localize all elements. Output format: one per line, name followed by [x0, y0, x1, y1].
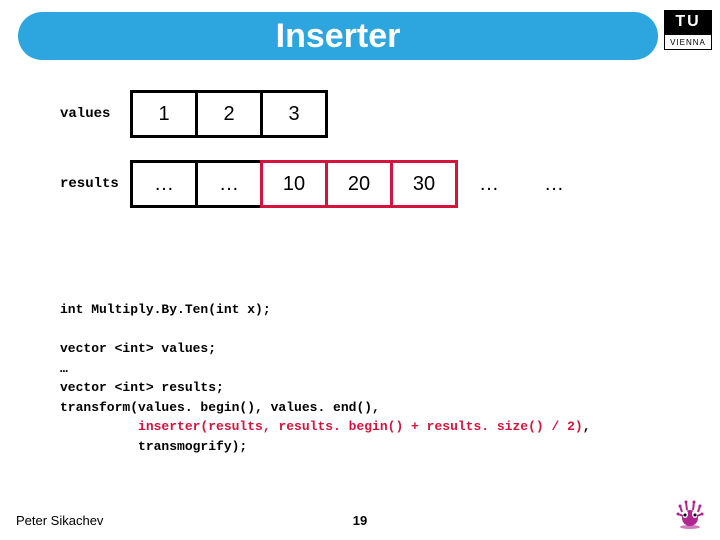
slide-header: Inserter [18, 12, 658, 60]
code-line: vector <int> results; [60, 380, 224, 395]
values-cell: 1 [130, 90, 198, 138]
code-block: int Multiply.By.Ten(int x); vector <int>… [60, 300, 680, 456]
results-cells: … … 10 20 30 … … [130, 160, 588, 208]
code-highlight: inserter(results, results. begin() + res… [138, 419, 583, 434]
results-cell: … [130, 160, 198, 208]
values-cells: 1 2 3 [130, 90, 328, 138]
code-tail: , [583, 419, 591, 434]
footer-logo-icon [672, 496, 708, 532]
results-cell: 10 [260, 160, 328, 208]
results-label: results [60, 176, 130, 192]
code-line: vector <int> values; [60, 341, 216, 356]
logo-bottom-text: VIENNA [664, 34, 712, 50]
code-line: transmogrify); [60, 439, 247, 454]
tu-vienna-logo: TU VIENNA [664, 10, 712, 58]
values-cell: 3 [260, 90, 328, 138]
values-cell: 2 [195, 90, 263, 138]
results-cell: … [455, 160, 523, 208]
code-line: transform(values. begin(), values. end()… [60, 400, 380, 415]
logo-top-text: TU [664, 10, 712, 34]
results-cell: … [195, 160, 263, 208]
results-cell: 30 [390, 160, 458, 208]
values-label: values [60, 106, 130, 122]
results-cell: … [520, 160, 588, 208]
code-indent [60, 419, 138, 434]
code-line: int Multiply.By.Ten(int x); [60, 302, 271, 317]
values-row: values 1 2 3 [60, 90, 328, 138]
footer-author: Peter Sikachev [16, 513, 103, 528]
slide-title: Inserter [276, 17, 401, 56]
footer-page-number: 19 [353, 513, 367, 528]
results-row: results … … 10 20 30 … … [60, 160, 588, 208]
results-cell: 20 [325, 160, 393, 208]
code-line: … [60, 361, 68, 376]
